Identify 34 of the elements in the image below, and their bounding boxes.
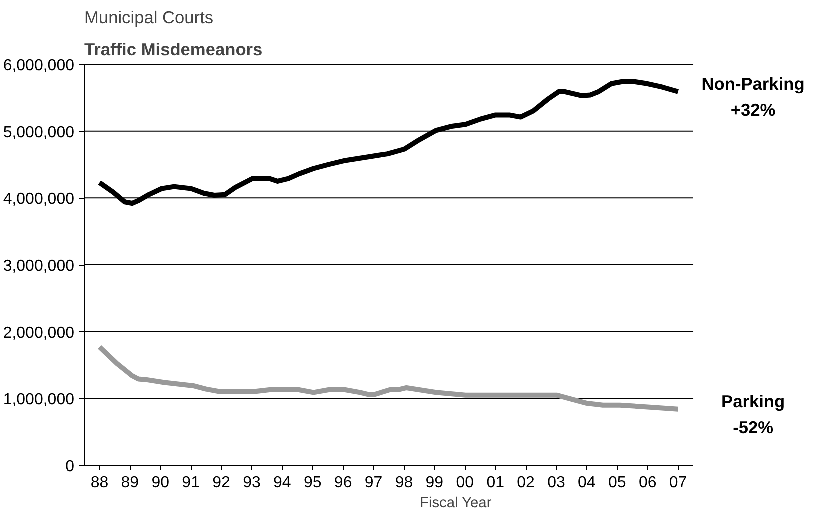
series-label: Non-Parking [702, 74, 805, 94]
x-tick-label: 96 [334, 474, 352, 492]
y-tick-label: 5,000,000 [3, 124, 75, 142]
x-tick-label: 07 [669, 474, 688, 492]
x-tick-label: 01 [486, 474, 505, 492]
x-tick-label: 00 [456, 474, 474, 492]
x-tick-label: 04 [578, 474, 596, 492]
x-tick-label: 97 [364, 474, 383, 492]
x-axis-title: Fiscal Year [420, 496, 492, 512]
y-tick-label: 0 [66, 458, 75, 476]
x-tick-label: 98 [395, 474, 414, 492]
x-tick-label: 88 [90, 474, 109, 492]
x-tick-label: 92 [212, 474, 231, 492]
x-tick-label: 99 [426, 474, 444, 492]
chart-subtitle: Traffic Misdemeanors [84, 40, 263, 60]
y-tick-label: 1,000,000 [3, 392, 75, 409]
x-tick-label: 94 [274, 474, 292, 492]
x-tick-label: 89 [121, 474, 140, 492]
x-tick-label: 03 [548, 474, 566, 492]
text: -52% [733, 417, 774, 438]
x-tick-label: 95 [304, 474, 322, 492]
y-tick-label: 3,000,000 [3, 258, 75, 275]
y-tick-label: 6,000,000 [3, 58, 75, 74]
x-tick-label: 02 [517, 474, 536, 492]
text: Parking [722, 391, 786, 412]
x-tick-label: 05 [608, 474, 626, 492]
x-tick-label: 91 [182, 474, 200, 492]
chart-title: Municipal Courts [84, 8, 214, 28]
x-tick-label: 06 [638, 474, 657, 492]
text: +32% [730, 100, 776, 120]
x-tick-label: 90 [152, 474, 170, 492]
y-tick-label: 4,000,000 [3, 191, 75, 208]
x-tick-label: 93 [243, 474, 261, 492]
y-tick-label: 2,000,000 [3, 324, 75, 342]
